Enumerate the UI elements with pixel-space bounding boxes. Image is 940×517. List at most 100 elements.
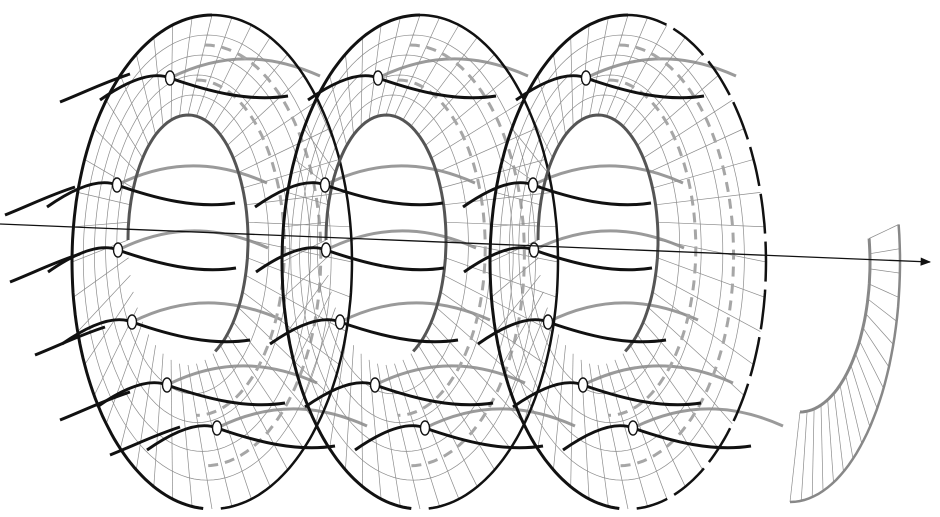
dashed-helix-curve (397, 78, 487, 417)
grid-spoke (820, 405, 824, 491)
grid-spoke (811, 408, 815, 498)
strand-back (131, 301, 283, 324)
outer-edge-back (211, 13, 354, 510)
grid-ring (290, 34, 536, 481)
grid-spoke (657, 257, 765, 298)
inner-edge (126, 113, 250, 353)
strand-hole (319, 177, 331, 193)
tail-outer-edge (789, 224, 902, 504)
grid-spoke (523, 321, 554, 424)
entry-strand (4, 185, 76, 217)
grid-spoke (648, 128, 745, 173)
strand-back (325, 229, 477, 252)
grid-spoke (606, 363, 648, 507)
grid-spoke (657, 221, 765, 228)
grid-spoke (73, 257, 129, 298)
outer-edge-back (419, 13, 560, 510)
grid-spoke (394, 363, 440, 507)
strand-back (216, 407, 368, 430)
strand-back (585, 57, 737, 80)
grid-spoke (77, 274, 131, 332)
strand-back (169, 57, 321, 80)
entry-strand (109, 425, 181, 457)
grid-spoke (377, 17, 401, 117)
grid-spoke (303, 307, 336, 396)
grid-spoke (589, 17, 609, 117)
grid-spoke (425, 75, 511, 146)
grid-spoke (204, 24, 252, 121)
grid-spoke (445, 257, 557, 298)
strand-back (339, 301, 491, 324)
grid-spoke (491, 221, 539, 228)
grid-spoke (281, 239, 327, 263)
grid-spoke (495, 192, 541, 206)
outer-edge-back (627, 13, 768, 510)
dashed-helix-curve (196, 78, 286, 417)
turn-1-outline (70, 13, 354, 510)
grid-spoke (589, 363, 609, 507)
turn-3-strands (462, 70, 752, 452)
grid-spoke (789, 411, 801, 503)
grid-spoke (622, 37, 686, 127)
grid-spoke (220, 53, 288, 136)
grid-spoke (329, 334, 348, 449)
strand-hole (419, 420, 431, 436)
grid-spoke (179, 363, 193, 507)
grid-spoke (553, 54, 566, 135)
strand-hole (369, 377, 381, 393)
grid-spoke (869, 248, 900, 255)
strand-hole (164, 70, 176, 86)
turn-3-outline (488, 13, 768, 510)
grid-spoke (385, 14, 421, 116)
grid-spoke (394, 17, 440, 117)
strand-hole (542, 314, 554, 330)
grid-spoke (77, 192, 131, 206)
grid-spoke (553, 345, 566, 470)
grid-ring (499, 34, 745, 481)
strand-hole (320, 242, 332, 258)
grid-spoke (247, 257, 351, 298)
turn-2-grid (281, 14, 559, 510)
grid-spoke (360, 37, 364, 127)
grid-spoke (360, 353, 364, 487)
grid-spoke (859, 340, 884, 389)
grid-spoke (597, 14, 629, 116)
grid-spoke (655, 192, 761, 206)
grid-spoke (865, 313, 894, 345)
strand-hole (627, 420, 639, 436)
grid-spoke (537, 334, 560, 449)
grid-spoke (212, 37, 271, 127)
grid-spoke (287, 274, 329, 332)
grid-spoke (196, 17, 233, 117)
entry-strand (34, 325, 106, 357)
strand-hole (161, 377, 173, 393)
grid-spoke (827, 399, 834, 483)
grid-spoke (212, 353, 271, 487)
grid-spoke (443, 274, 553, 332)
grid-spoke (245, 274, 347, 332)
grid-spoke (511, 307, 548, 396)
grid-spoke (153, 353, 164, 487)
grid-spoke (839, 384, 854, 459)
grid-ring (518, 74, 702, 423)
grid-spoke (84, 159, 134, 189)
grid-spoke (637, 334, 719, 449)
grid-spoke (238, 128, 330, 173)
grid-spoke (233, 99, 318, 159)
grid-ring (116, 94, 270, 395)
grid-spoke (570, 37, 574, 127)
inner-edge (536, 113, 660, 353)
strand-back (374, 364, 526, 387)
strand-hole (372, 70, 384, 86)
grid-spoke (867, 298, 897, 322)
grid-spoke (287, 192, 329, 206)
strand-hole (580, 70, 592, 86)
grid-spoke (238, 307, 331, 396)
strand-hole (126, 314, 138, 330)
dashed-helix-curve (618, 43, 736, 468)
grid-spoke (443, 192, 553, 206)
grid-spoke (850, 364, 871, 428)
outline-layer (70, 13, 768, 510)
